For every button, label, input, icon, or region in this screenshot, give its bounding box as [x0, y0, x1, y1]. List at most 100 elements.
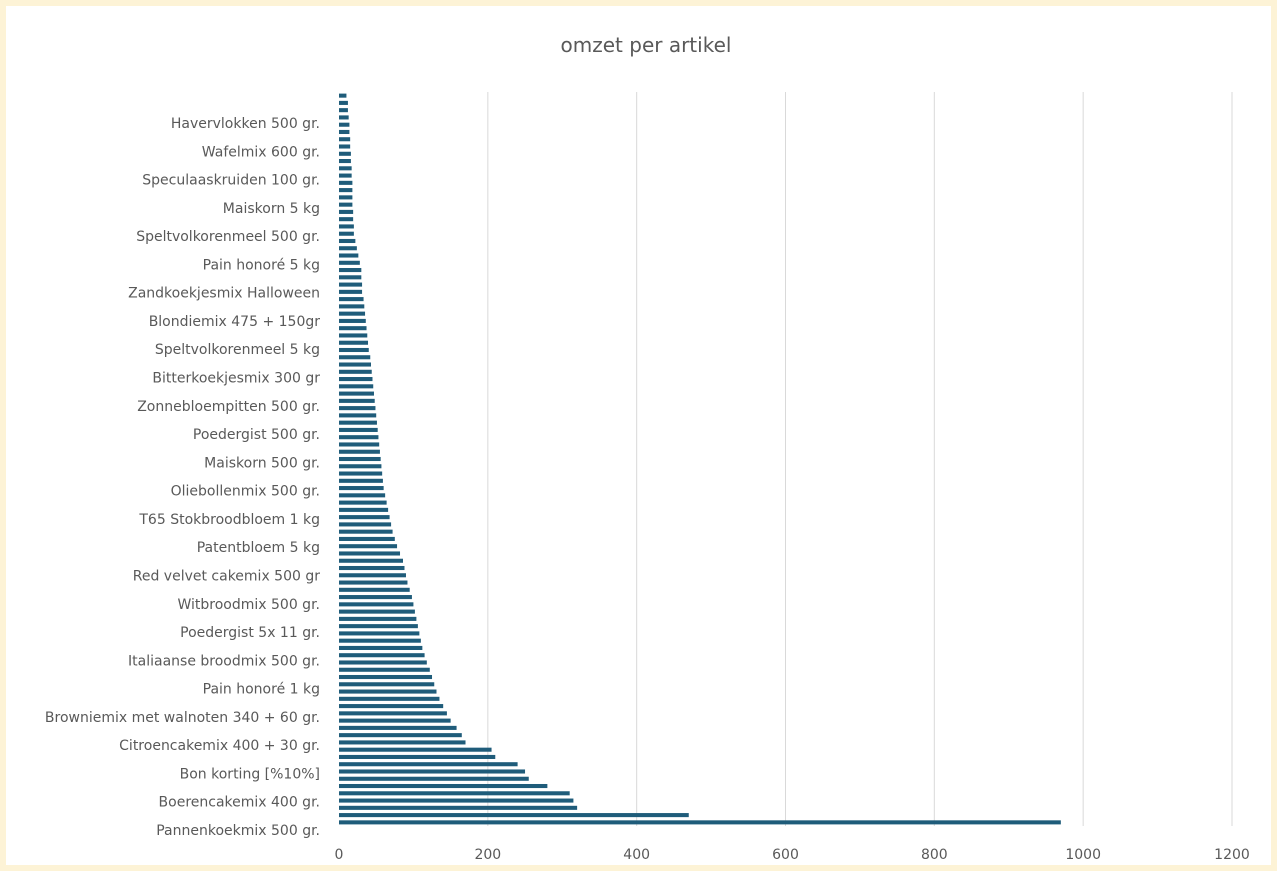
category-label: Pain honoré 1 kg [203, 682, 320, 698]
bar-chart: omzet per artikel Havervlokken 500 gr. Wa… [45, 33, 1250, 863]
bar [339, 522, 392, 527]
bar [339, 616, 417, 621]
bar [339, 238, 356, 244]
bar [339, 224, 354, 229]
category-label: Bitterkoekjesmix 300 gr [152, 371, 320, 387]
category-label: Oliebollenmix 500 gr. [171, 484, 320, 500]
category-label: Zonnebloempitten 500 gr. [137, 399, 320, 415]
bar [339, 420, 377, 425]
bar [339, 384, 374, 389]
bar [339, 478, 383, 483]
bar [339, 718, 451, 723]
bar [339, 704, 444, 709]
bar [339, 791, 570, 796]
bar [339, 326, 367, 331]
bar [339, 769, 526, 774]
bar [339, 740, 466, 745]
category-label: Speculaaskruiden 100 gr. [142, 173, 320, 189]
bar [339, 696, 440, 701]
bar [339, 93, 347, 98]
category-label: Speltvolkorenmeel 5 kg [155, 342, 320, 358]
bar [339, 377, 373, 382]
bar [339, 733, 462, 738]
x-tick-label: 800 [921, 847, 948, 863]
bar [339, 725, 457, 730]
category-label: Bon korting [%10%] [180, 766, 320, 782]
bar [339, 573, 406, 578]
category-label: Browniemix met walnoten 340 + 60 gr. [45, 710, 320, 726]
bar [339, 580, 408, 585]
bar [339, 456, 381, 462]
chart-title: omzet per artikel [561, 33, 732, 57]
category-label: Red velvet cakemix 500 gr [133, 569, 320, 585]
bar [339, 129, 350, 135]
bar [339, 398, 375, 403]
category-label: Havervlokken 500 gr. [171, 116, 320, 132]
category-label: Blondiemix 475 + 150gr [149, 314, 321, 330]
bar [339, 442, 380, 447]
category-label: Maiskorn 500 gr. [204, 455, 320, 471]
bar [339, 413, 377, 418]
bar [339, 217, 354, 222]
bar [339, 427, 378, 432]
bar [339, 820, 1061, 825]
x-axis-tick-labels: 0 200 400 600 800 1000 1200 [335, 847, 1250, 863]
bar [339, 289, 363, 294]
bars [339, 93, 1061, 825]
bar [339, 754, 496, 759]
bar [339, 486, 384, 491]
bar [339, 202, 353, 207]
bar [339, 595, 412, 600]
bar [339, 776, 529, 781]
bar [339, 180, 353, 185]
bar [339, 195, 353, 200]
category-label: Poedergist 500 gr. [193, 427, 320, 443]
bar [339, 406, 376, 411]
bar [339, 645, 423, 650]
bar [339, 493, 386, 498]
bar [339, 544, 398, 549]
bar [339, 173, 352, 178]
category-label: Maiskorn 5 kg [223, 201, 320, 217]
bar [339, 798, 574, 803]
bar [339, 100, 348, 105]
bar [339, 333, 368, 338]
bar [339, 631, 420, 636]
bar [339, 253, 359, 258]
bar [339, 536, 395, 541]
bar [339, 507, 389, 512]
bar [339, 602, 414, 607]
bar [339, 515, 390, 520]
bar [339, 464, 382, 469]
bar [339, 587, 410, 592]
bar [339, 783, 548, 789]
bar [339, 297, 364, 302]
bar [339, 762, 518, 767]
category-label: Patentbloem 5 kg [197, 540, 320, 556]
bar [339, 747, 492, 752]
bar [339, 340, 369, 345]
bar [339, 108, 348, 113]
x-tick-label: 600 [772, 847, 799, 863]
category-label: Boerencakemix 400 gr. [159, 795, 320, 811]
bar [339, 275, 362, 280]
bar [339, 144, 351, 149]
bar [339, 667, 430, 672]
bar [339, 558, 403, 563]
bar [339, 689, 437, 694]
bar [339, 435, 379, 440]
bar [339, 660, 427, 665]
bar [339, 122, 350, 127]
bar [339, 551, 401, 556]
bar [339, 529, 393, 534]
category-label: Zandkoekjesmix Halloween [128, 286, 320, 302]
x-tick-label: 1200 [1214, 847, 1250, 863]
category-label: Speltvolkorenmeel 500 gr. [136, 229, 320, 245]
bar [339, 188, 353, 193]
x-tick-label: 400 [623, 847, 650, 863]
bar [339, 209, 354, 214]
bar [339, 471, 383, 476]
bar [339, 653, 425, 658]
bar [339, 355, 371, 360]
bar [339, 260, 360, 265]
